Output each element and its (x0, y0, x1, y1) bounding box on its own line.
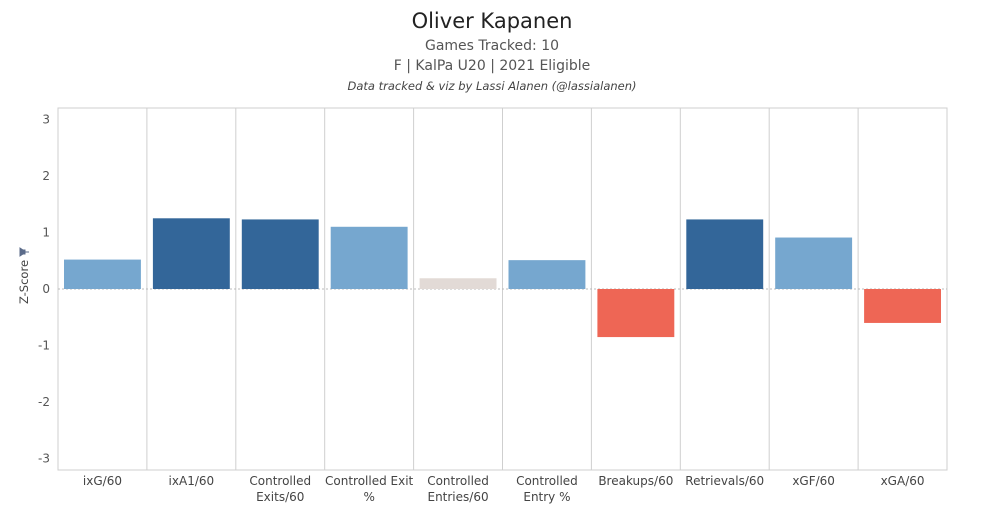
y-axis-label-group: Z-Score (17, 247, 31, 304)
bar[interactable] (241, 219, 319, 289)
category-label: xGA/60 (881, 474, 925, 488)
bar[interactable] (419, 278, 497, 289)
bar[interactable] (508, 260, 586, 289)
y-axis-label: Z-Score (17, 260, 31, 304)
y-tick-label: 3 (42, 112, 50, 126)
category-label: Retrievals/60 (685, 474, 764, 488)
category-label: xGF/60 (792, 474, 835, 488)
category-label: Breakups/60 (598, 474, 673, 488)
bar[interactable] (864, 289, 941, 323)
games-tracked-subtitle: Games Tracked: 10 (424, 38, 560, 54)
y-tick-label: 2 (42, 169, 50, 183)
y-tick-label: -2 (38, 395, 50, 409)
y-tick-label: -1 (38, 339, 50, 353)
y-tick-label: 0 (42, 282, 50, 296)
y-tick-label: -3 (38, 452, 50, 466)
bar[interactable] (330, 226, 408, 289)
player-info-subtitle: F | KalPa U20 | 2021 Eligible (393, 58, 591, 74)
category-label: ixA1/60 (169, 474, 215, 488)
credit-line: Data tracked & viz by Lassi Alanen (@las… (347, 79, 637, 93)
category-label: Controlled Exit% (325, 474, 414, 504)
bar[interactable] (775, 237, 853, 289)
category-label: Controlled Entry % (516, 474, 578, 504)
bar[interactable] (64, 259, 141, 289)
y-tick-label: 1 (42, 225, 50, 239)
bar[interactable] (597, 289, 675, 338)
bar[interactable] (686, 219, 764, 289)
category-label: ixG/60 (83, 474, 122, 488)
category-label: Controlled Entries/60 (427, 474, 489, 504)
chart-title: Oliver Kapanen (411, 9, 573, 33)
bar[interactable] (152, 218, 230, 289)
category-label: Controlled Exits/60 (249, 474, 311, 504)
pin-icon[interactable] (19, 247, 29, 257)
